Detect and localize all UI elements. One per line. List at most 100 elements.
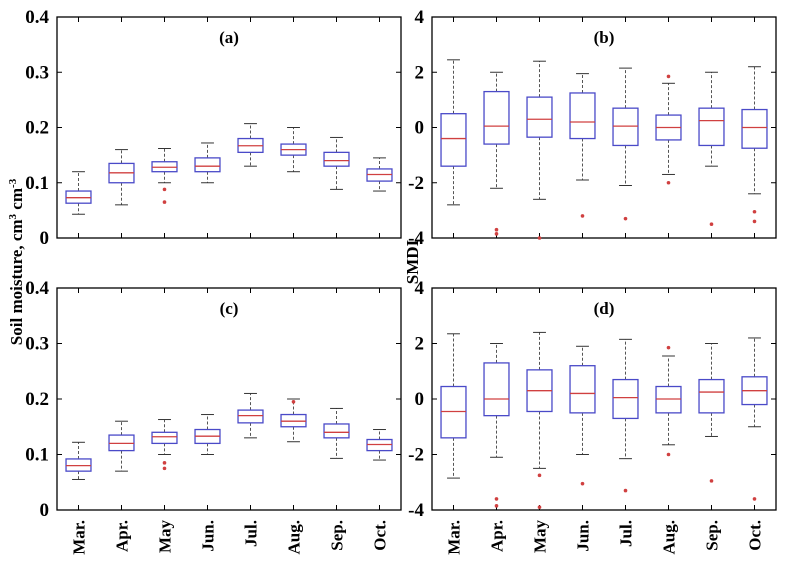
x-tick-label: Sep. <box>328 520 347 551</box>
box-aug <box>280 127 307 173</box>
iqr-box <box>237 409 264 424</box>
y-tick-label: 2 <box>415 62 425 83</box>
outlier-point <box>580 481 585 486</box>
outlier-point <box>752 209 757 214</box>
y-tick-label: 0 <box>415 118 425 139</box>
outlier-point <box>623 216 628 221</box>
outlier-point <box>494 504 499 508</box>
x-tick-label: May <box>531 520 550 554</box>
y-axis-title-right: SMDI <box>403 239 422 284</box>
y-tick-label: 0.3 <box>25 62 49 83</box>
iqr-box <box>194 157 221 173</box>
outlier-point <box>666 180 671 185</box>
y-tick-label: 0.1 <box>25 445 49 466</box>
outlier-point <box>752 219 757 224</box>
panel-label: (d) <box>594 299 615 318</box>
box-jul <box>237 392 264 439</box>
outlier-point <box>494 227 499 232</box>
iqr-box <box>440 113 467 167</box>
box-oct <box>741 66 768 224</box>
outlier-point <box>537 236 542 240</box>
box-sep <box>323 407 350 459</box>
box-apr <box>108 420 135 472</box>
outlier-point <box>580 214 585 218</box>
iqr-box <box>323 151 350 167</box>
panel-label: (b) <box>594 28 615 47</box>
box-jul <box>612 338 639 493</box>
outlier-point <box>162 461 167 465</box>
outlier-point <box>709 222 714 226</box>
box-sep <box>698 343 725 483</box>
x-tick-label: Jul. <box>617 520 636 547</box>
x-tick-label: Jun. <box>574 520 593 552</box>
box-oct <box>366 157 393 192</box>
box-aug <box>655 345 682 457</box>
outlier-point <box>494 232 499 236</box>
box-jun <box>569 73 596 218</box>
x-tick-label: May <box>156 520 175 554</box>
y-tick-label: -2 <box>408 173 424 194</box>
y-axis-title-left: Soil moisture, cm3 cm-3 <box>7 178 26 345</box>
iqr-box <box>526 96 553 138</box>
x-tick-label: Mar. <box>445 520 464 555</box>
outlier-point <box>623 488 628 493</box>
outlier-point <box>752 497 757 501</box>
box-may <box>151 147 178 204</box>
y-tick-label: 0 <box>40 500 50 521</box>
iqr-box <box>655 385 682 414</box>
box-jun <box>194 142 221 184</box>
box-may <box>151 419 178 471</box>
box-aug <box>280 398 307 443</box>
outlier-point <box>162 200 167 204</box>
x-tick-label: Aug. <box>285 520 304 554</box>
panel-b: -4 -2 0 2 4 (b) <box>408 7 777 249</box>
iqr-box <box>483 362 510 417</box>
outlier-point <box>666 452 671 457</box>
outlier-point <box>162 187 167 192</box>
box-mar <box>440 333 467 479</box>
y-tick-label: 0 <box>40 228 50 249</box>
panel-label: (c) <box>220 299 239 318</box>
iqr-box <box>741 108 768 149</box>
iqr-box <box>569 365 596 414</box>
x-tick-label: Sep. <box>703 520 722 551</box>
box-jun <box>569 345 596 486</box>
iqr-box <box>698 378 725 414</box>
outlier-point <box>291 399 296 404</box>
y-tick-label: 0.3 <box>25 334 49 355</box>
outlier-point <box>666 345 671 350</box>
box-may <box>526 60 553 240</box>
iqr-box <box>612 107 639 147</box>
outlier-point <box>494 497 499 501</box>
y-tick-label: 4 <box>415 278 425 299</box>
y-tick-label: 0.1 <box>25 173 49 194</box>
iqr-box <box>440 385 467 439</box>
iqr-box <box>483 90 510 145</box>
y-tick-label: 4 <box>415 7 425 28</box>
box-jul <box>237 123 264 167</box>
panel-a: 0 0.1 0.2 0.3 0.4 (a) <box>25 7 402 249</box>
box-apr <box>483 343 510 508</box>
panel-label: (a) <box>219 28 239 47</box>
x-tick-label: Oct. <box>371 520 390 551</box>
x-tick-label: Jun. <box>199 520 218 552</box>
iqr-box <box>323 423 350 439</box>
iqr-box <box>151 431 178 445</box>
x-tick-label: Mar. <box>70 520 89 555</box>
x-tick-label: Aug. <box>660 520 679 554</box>
outlier-point <box>537 473 542 478</box>
box-sep <box>698 71 725 226</box>
outlier-point <box>162 466 167 471</box>
outlier-point <box>709 479 714 483</box>
iqr-box <box>569 92 596 140</box>
box-mar <box>65 171 92 215</box>
y-tick-label: 0.2 <box>25 389 49 410</box>
box-may <box>526 331 553 510</box>
y-tick-label: 0.4 <box>25 278 49 299</box>
y-tick-label: -2 <box>408 445 424 466</box>
y-tick-label: 2 <box>415 334 425 355</box>
plot-frame <box>56 16 402 239</box>
box-jul <box>612 67 639 221</box>
x-tick-label: Apr. <box>488 520 507 552</box>
